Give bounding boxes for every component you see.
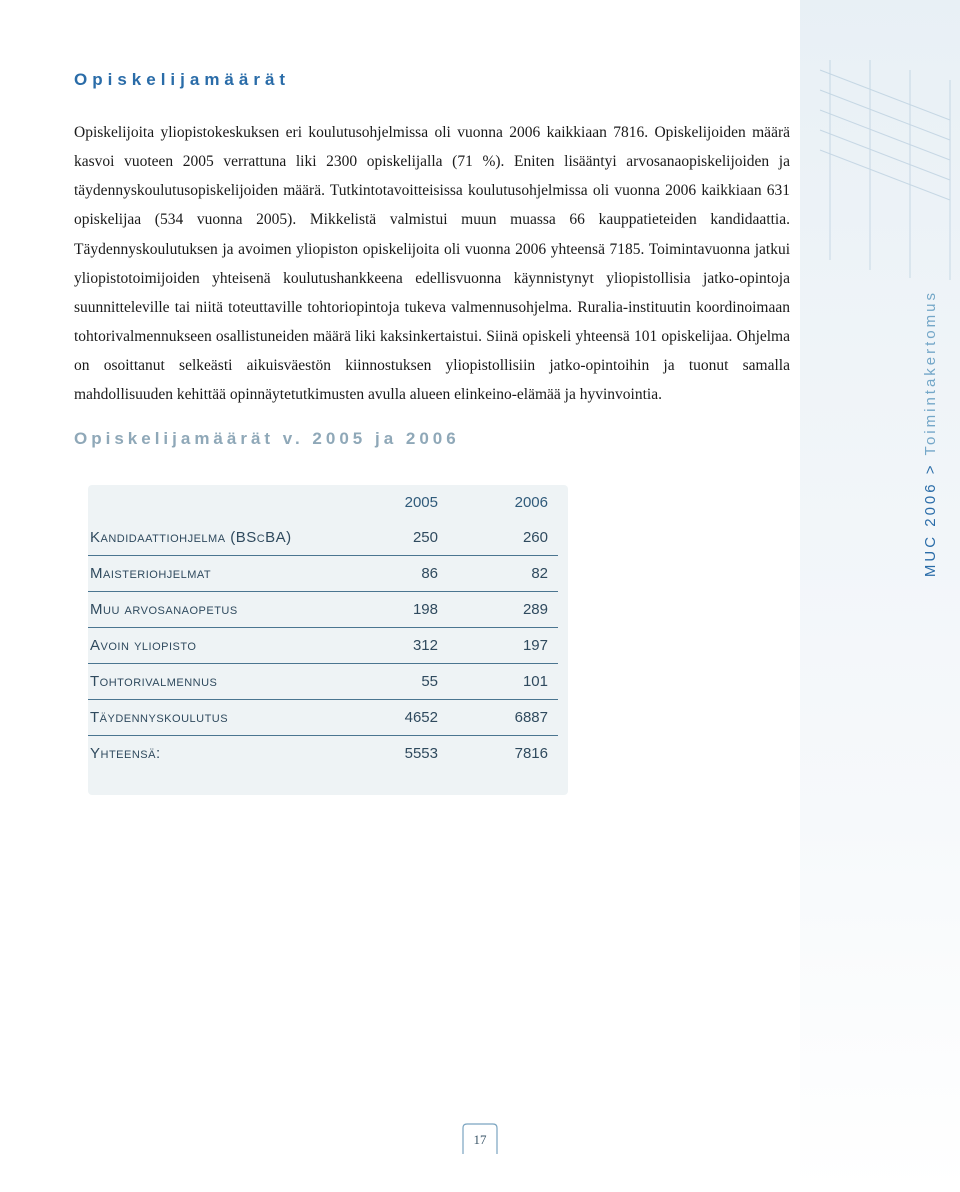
cell-value: 198 — [338, 592, 448, 628]
cell-value: 82 — [448, 556, 558, 592]
row-label: Yhteensä: — [88, 736, 338, 772]
cell-value: 7816 — [448, 736, 558, 772]
col-2005: 2005 — [338, 485, 448, 520]
cell-value: 4652 — [338, 700, 448, 736]
row-label: Kandidaattiohjelma (BScBA) — [88, 520, 338, 556]
cell-value: 197 — [448, 628, 558, 664]
table-row: Avoin yliopisto 312 197 — [88, 628, 558, 664]
table-container: 2005 2006 Kandidaattiohjelma (BScBA) 250… — [74, 471, 790, 785]
row-label: Täydennyskoulutus — [88, 700, 338, 736]
row-label: Avoin yliopisto — [88, 628, 338, 664]
table-row: Muu arvosanaopetus 198 289 — [88, 592, 558, 628]
cell-value: 101 — [448, 664, 558, 700]
cell-value: 86 — [338, 556, 448, 592]
cell-value: 55 — [338, 664, 448, 700]
row-label: Tohtorivalmennus — [88, 664, 338, 700]
table-row: Maisteriohjelmat 86 82 — [88, 556, 558, 592]
cell-value: 260 — [448, 520, 558, 556]
body-paragraph: Opiskelijoita yliopistokeskuksen eri kou… — [74, 118, 790, 409]
table-row: Kandidaattiohjelma (BScBA) 250 260 — [88, 520, 558, 556]
col-2006: 2006 — [448, 485, 558, 520]
table-row-total: Yhteensä: 5553 7816 — [88, 736, 558, 772]
table-row: Tohtorivalmennus 55 101 — [88, 664, 558, 700]
cell-value: 250 — [338, 520, 448, 556]
row-label: Maisteriohjelmat — [88, 556, 338, 592]
cell-value: 5553 — [338, 736, 448, 772]
table-row: Täydennyskoulutus 4652 6887 — [88, 700, 558, 736]
cell-value: 289 — [448, 592, 558, 628]
col-blank — [88, 485, 338, 520]
section-heading: Opiskelijamäärät — [74, 70, 790, 90]
row-label: Muu arvosanaopetus — [88, 592, 338, 628]
cell-value: 6887 — [448, 700, 558, 736]
page-number: 17 — [457, 1132, 503, 1148]
cell-value: 312 — [338, 628, 448, 664]
page-number-badge: 17 — [457, 1120, 503, 1160]
table-heading: Opiskelijamäärät v. 2005 ja 2006 — [74, 429, 790, 449]
student-counts-table: 2005 2006 Kandidaattiohjelma (BScBA) 250… — [88, 485, 558, 771]
page-content: Opiskelijamäärät Opiskelijoita yliopisto… — [0, 0, 960, 815]
table-header-row: 2005 2006 — [88, 485, 558, 520]
